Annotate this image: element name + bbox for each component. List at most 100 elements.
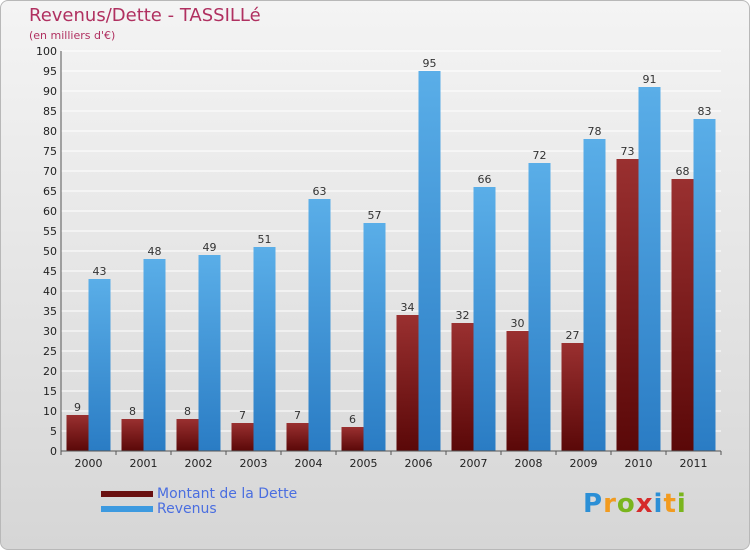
bar-dette: [341, 427, 364, 451]
logo-letter: i: [676, 489, 687, 519]
bar-dette: [451, 323, 474, 451]
data-label-dette: 6: [349, 413, 356, 426]
bar-dette: [66, 415, 89, 451]
bar-dette: [616, 159, 639, 451]
x-tick-label: 2010: [625, 457, 653, 470]
data-label-dette: 30: [511, 317, 525, 330]
bar-dette: [561, 343, 584, 451]
x-tick-label: 2002: [185, 457, 213, 470]
data-label-dette: 7: [294, 409, 301, 422]
legend-swatch-dette: [101, 491, 153, 497]
data-label-revenus: 91: [643, 73, 657, 86]
bar-dette: [671, 179, 694, 451]
y-tick-label: 100: [36, 45, 57, 58]
logo-letter: i: [653, 489, 664, 519]
bar-revenus: [528, 163, 551, 451]
logo-letter: x: [635, 489, 654, 519]
data-label-dette: 7: [239, 409, 246, 422]
x-tick-label: 2011: [680, 457, 708, 470]
y-tick-label: 15: [43, 385, 57, 398]
legend-item-revenus: Revenus: [101, 502, 297, 517]
logo-letter: r: [603, 489, 617, 519]
y-tick-label: 95: [43, 65, 57, 78]
bar-revenus: [143, 259, 166, 451]
y-tick-label: 40: [43, 285, 57, 298]
bar-revenus: [363, 223, 386, 451]
logo-letter: o: [616, 489, 636, 519]
bar-revenus: [253, 247, 276, 451]
bar-revenus: [583, 139, 606, 451]
y-tick-label: 20: [43, 365, 57, 378]
y-tick-label: 50: [43, 245, 57, 258]
data-label-dette: 73: [621, 145, 635, 158]
bar-revenus: [693, 119, 716, 451]
data-label-revenus: 57: [368, 209, 382, 222]
y-tick-label: 35: [43, 305, 57, 318]
x-tick-label: 2009: [570, 457, 598, 470]
data-label-dette: 34: [401, 301, 415, 314]
y-tick-label: 30: [43, 325, 57, 338]
data-label-revenus: 49: [203, 241, 217, 254]
bar-dette: [231, 423, 254, 451]
legend-label-revenus: Revenus: [157, 501, 217, 517]
data-label-dette: 27: [566, 329, 580, 342]
bar-revenus: [638, 87, 661, 451]
y-tick-label: 70: [43, 165, 57, 178]
logo-letter: P: [583, 489, 604, 519]
bar-revenus: [88, 279, 111, 451]
x-tick-label: 2006: [405, 457, 433, 470]
x-tick-label: 2007: [460, 457, 488, 470]
data-label-dette: 32: [456, 309, 470, 322]
bar-revenus: [473, 187, 496, 451]
chart-subtitle: (en milliers d'€): [29, 29, 116, 42]
bar-revenus: [418, 71, 441, 451]
y-tick-label: 45: [43, 265, 57, 278]
data-label-dette: 9: [74, 401, 81, 414]
x-tick-label: 2003: [240, 457, 268, 470]
y-tick-label: 90: [43, 85, 57, 98]
legend-swatch-revenus: [101, 506, 153, 512]
data-label-revenus: 78: [588, 125, 602, 138]
data-label-dette: 68: [676, 165, 690, 178]
bar-dette: [176, 419, 199, 451]
data-label-revenus: 51: [258, 233, 272, 246]
y-tick-label: 65: [43, 185, 57, 198]
data-label-revenus: 48: [148, 245, 162, 258]
y-tick-label: 10: [43, 405, 57, 418]
data-label-revenus: 66: [478, 173, 492, 186]
y-tick-label: 85: [43, 105, 57, 118]
legend-item-dette: Montant de la Dette: [101, 487, 297, 502]
y-tick-label: 0: [50, 445, 57, 458]
y-tick-label: 25: [43, 345, 57, 358]
bar-dette: [121, 419, 144, 451]
y-tick-label: 55: [43, 225, 57, 238]
x-tick-label: 2000: [75, 457, 103, 470]
x-tick-label: 2005: [350, 457, 378, 470]
bar-dette: [286, 423, 309, 451]
x-tick-label: 2001: [130, 457, 158, 470]
bar-revenus: [308, 199, 331, 451]
data-label-revenus: 83: [698, 105, 712, 118]
data-label-dette: 8: [184, 405, 191, 418]
y-tick-label: 75: [43, 145, 57, 158]
y-tick-label: 80: [43, 125, 57, 138]
data-label-revenus: 63: [313, 185, 327, 198]
bar-dette: [396, 315, 419, 451]
data-label-revenus: 95: [423, 57, 437, 70]
bar-revenus: [198, 255, 221, 451]
bar-dette: [506, 331, 529, 451]
y-tick-label: 5: [50, 425, 57, 438]
legend: Montant de la Dette Revenus: [101, 487, 297, 517]
data-label-dette: 8: [129, 405, 136, 418]
x-tick-label: 2004: [295, 457, 323, 470]
logo-letter: t: [663, 489, 677, 519]
chart-title: Revenus/Dette - TASSILLé: [29, 5, 261, 26]
x-tick-label: 2008: [515, 457, 543, 470]
data-label-revenus: 72: [533, 149, 547, 162]
data-label-revenus: 43: [93, 265, 107, 278]
legend-label-dette: Montant de la Dette: [157, 486, 298, 502]
proxiti-logo: Proxiti: [583, 489, 687, 519]
y-tick-label: 60: [43, 205, 57, 218]
